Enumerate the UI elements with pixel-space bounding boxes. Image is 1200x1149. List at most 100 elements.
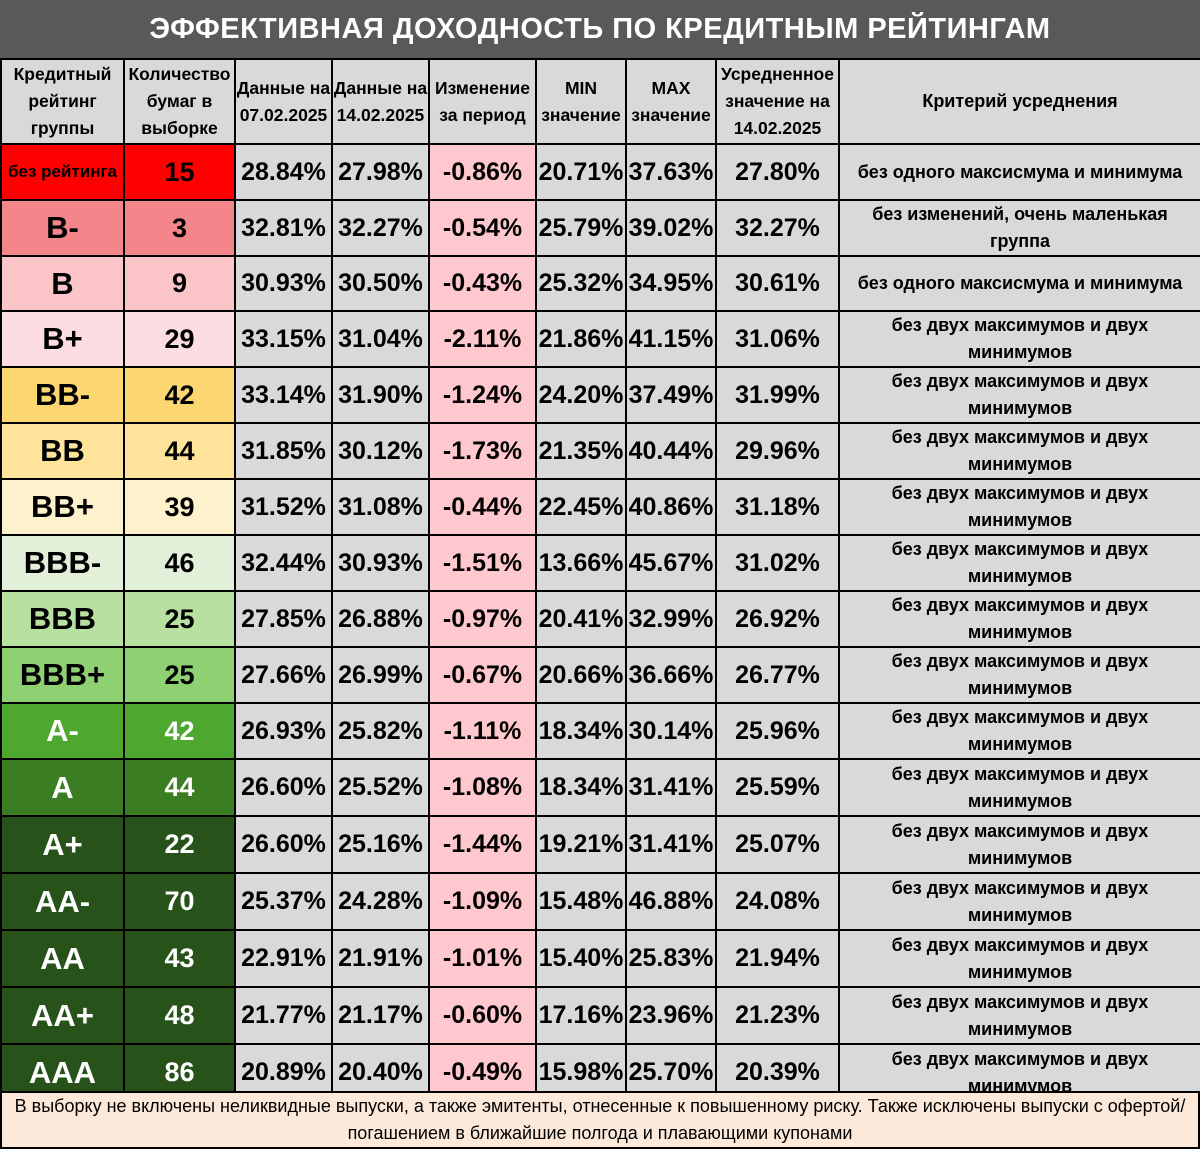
change-cell: -1.01%: [428, 929, 537, 988]
criterion-cell: без двух максимумов и двух минимумов: [838, 872, 1200, 931]
min-value-cell: 15.48%: [535, 872, 627, 931]
min-value-cell: 13.66%: [535, 534, 627, 592]
date2-value-cell: 30.50%: [331, 255, 430, 312]
date1-value-cell: 30.93%: [234, 255, 333, 312]
table-row: B+ 29 33.15% 31.04% -2.11% 21.86% 41.15% 31.06%…: [0, 310, 1200, 368]
criterion-cell: без двух максимумов и двух минимумов: [838, 986, 1200, 1045]
count-cell: 42: [123, 702, 236, 760]
date2-value-cell: 31.90%: [331, 366, 430, 424]
date2-value-cell: 31.04%: [331, 310, 430, 368]
date1-value-cell: 27.66%: [234, 646, 333, 704]
change-cell: -1.51%: [428, 534, 537, 592]
min-value-cell: 20.41%: [535, 590, 627, 648]
table-row: BBB 25 27.85% 26.88% -0.97% 20.41% 32.99% 26.92…: [0, 590, 1200, 648]
max-value-cell: 36.66%: [625, 646, 717, 704]
date1-value-cell: 32.44%: [234, 534, 333, 592]
min-value-cell: 22.45%: [535, 478, 627, 536]
date2-value-cell: 32.27%: [331, 199, 430, 257]
change-cell: -0.43%: [428, 255, 537, 312]
change-cell: -1.73%: [428, 422, 537, 480]
table-row: A 44 26.60% 25.52% -1.08% 18.34% 31.41% 25.59% б…: [0, 758, 1200, 817]
date1-value-cell: 21.77%: [234, 986, 333, 1045]
count-cell: 25: [123, 590, 236, 648]
date1-value-cell: 25.37%: [234, 872, 333, 931]
table-row: без рейтинга 15 28.84% 27.98% -0.86% 20.71% 37…: [0, 143, 1200, 201]
table-row: BBB+ 25 27.66% 26.99% -0.67% 20.66% 36.66% 26.7…: [0, 646, 1200, 704]
header-max: MAX значение: [625, 58, 717, 145]
criterion-cell: без двух максимумов и двух минимумов: [838, 366, 1200, 424]
date2-value-cell: 30.12%: [331, 422, 430, 480]
rating-cell: AA+: [0, 986, 125, 1045]
change-cell: -1.44%: [428, 815, 537, 874]
rating-cell: A-: [0, 702, 125, 760]
min-value-cell: 17.16%: [535, 986, 627, 1045]
avg-value-cell: 31.02%: [715, 534, 840, 592]
rating-cell: B: [0, 255, 125, 312]
table-row: B- 3 32.81% 32.27% -0.54% 25.79% 39.02% 32.27% б…: [0, 199, 1200, 257]
rating-cell: BBB-: [0, 534, 125, 592]
max-value-cell: 37.63%: [625, 143, 717, 201]
count-cell: 3: [123, 199, 236, 257]
min-value-cell: 15.40%: [535, 929, 627, 988]
criterion-cell: без одного максисмума и минимума: [838, 143, 1200, 201]
criterion-cell: без двух максимумов и двух минимумов: [838, 929, 1200, 988]
rating-cell: B+: [0, 310, 125, 368]
min-value-cell: 25.79%: [535, 199, 627, 257]
min-value-cell: 25.32%: [535, 255, 627, 312]
date1-value-cell: 31.85%: [234, 422, 333, 480]
criterion-cell: без двух максимумов и двух минимумов: [838, 815, 1200, 874]
date1-value-cell: 26.60%: [234, 815, 333, 874]
date2-value-cell: 25.82%: [331, 702, 430, 760]
max-value-cell: 40.44%: [625, 422, 717, 480]
table-row: A+ 22 26.60% 25.16% -1.44% 19.21% 31.41% 25.07%…: [0, 815, 1200, 874]
change-cell: -1.09%: [428, 872, 537, 931]
date2-value-cell: 25.52%: [331, 758, 430, 817]
table-row: BBB- 46 32.44% 30.93% -1.51% 13.66% 45.67% 31.0…: [0, 534, 1200, 592]
date2-value-cell: 30.93%: [331, 534, 430, 592]
max-value-cell: 46.88%: [625, 872, 717, 931]
max-value-cell: 30.14%: [625, 702, 717, 760]
date1-value-cell: 32.81%: [234, 199, 333, 257]
rating-cell: B-: [0, 199, 125, 257]
avg-value-cell: 21.94%: [715, 929, 840, 988]
ratings-table: Кредитный рейтинг группы Количество бума…: [0, 58, 1200, 1102]
max-value-cell: 25.83%: [625, 929, 717, 988]
change-cell: -0.97%: [428, 590, 537, 648]
min-value-cell: 24.20%: [535, 366, 627, 424]
avg-value-cell: 25.59%: [715, 758, 840, 817]
avg-value-cell: 31.18%: [715, 478, 840, 536]
rating-cell: AA: [0, 929, 125, 988]
count-cell: 44: [123, 422, 236, 480]
date1-value-cell: 27.85%: [234, 590, 333, 648]
date2-value-cell: 25.16%: [331, 815, 430, 874]
header-count: Количество бумаг в выборке: [123, 58, 236, 145]
date1-value-cell: 28.84%: [234, 143, 333, 201]
header-rating: Кредитный рейтинг группы: [0, 58, 125, 145]
avg-value-cell: 24.08%: [715, 872, 840, 931]
count-cell: 25: [123, 646, 236, 704]
date2-value-cell: 24.28%: [331, 872, 430, 931]
count-cell: 9: [123, 255, 236, 312]
change-cell: -0.86%: [428, 143, 537, 201]
min-value-cell: 20.71%: [535, 143, 627, 201]
min-value-cell: 19.21%: [535, 815, 627, 874]
min-value-cell: 18.34%: [535, 758, 627, 817]
rating-cell: BB: [0, 422, 125, 480]
max-value-cell: 31.41%: [625, 758, 717, 817]
change-cell: -0.54%: [428, 199, 537, 257]
criterion-cell: без двух максимумов и двух минимумов: [838, 702, 1200, 760]
header-date1: Данные на 07.02.2025: [234, 58, 333, 145]
count-cell: 43: [123, 929, 236, 988]
count-cell: 48: [123, 986, 236, 1045]
change-cell: -2.11%: [428, 310, 537, 368]
min-value-cell: 21.86%: [535, 310, 627, 368]
page-title: ЭФФЕКТИВНАЯ ДОХОДНОСТЬ ПО КРЕДИТНЫМ РЕЙТ…: [0, 0, 1200, 58]
criterion-cell: без одного максисмума и минимума: [838, 255, 1200, 312]
max-value-cell: 32.99%: [625, 590, 717, 648]
date1-value-cell: 33.14%: [234, 366, 333, 424]
header-criterion: Критерий усреднения: [838, 58, 1200, 145]
date1-value-cell: 26.93%: [234, 702, 333, 760]
table-row: AA+ 48 21.77% 21.17% -0.60% 17.16% 23.96% 21.23…: [0, 986, 1200, 1045]
date1-value-cell: 22.91%: [234, 929, 333, 988]
